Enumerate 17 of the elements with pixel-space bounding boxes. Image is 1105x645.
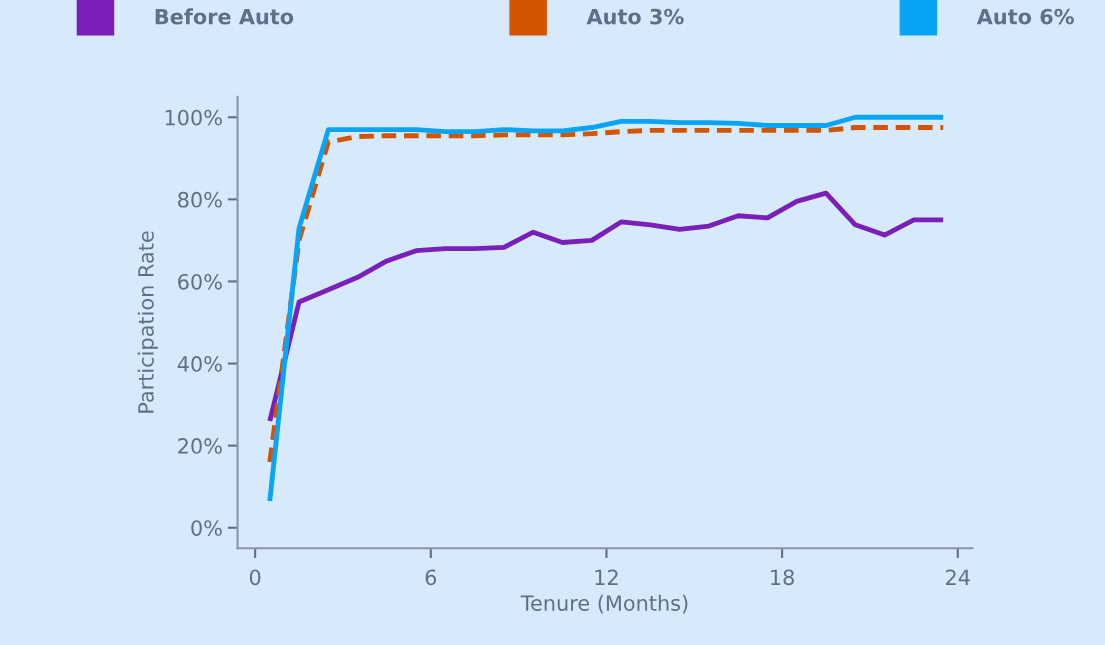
x-tick-label: 18 bbox=[771, 569, 794, 586]
y-tick-label: 0% bbox=[191, 520, 222, 536]
x-axis-title: Tenure (Months) bbox=[520, 594, 688, 614]
legend-label: Before Auto bbox=[155, 8, 294, 25]
x-tick-label: 0 bbox=[249, 569, 261, 586]
y-tick-label: 40% bbox=[177, 356, 222, 372]
x-tick-label: 24 bbox=[946, 569, 970, 585]
y-tick-label: 20% bbox=[178, 438, 222, 454]
x-tick-label: 12 bbox=[595, 569, 618, 585]
legend-label: Auto 6% bbox=[976, 8, 1074, 25]
legend-label: Auto 3% bbox=[586, 8, 684, 25]
line-series bbox=[267, 190, 946, 424]
y-axis-title: Participation Rate bbox=[137, 231, 158, 413]
x-tick-label: 6 bbox=[425, 569, 437, 586]
y-tick-label: 80% bbox=[178, 191, 222, 208]
y-tick-label: 60% bbox=[178, 273, 222, 290]
y-tick-label: 100% bbox=[165, 109, 222, 126]
